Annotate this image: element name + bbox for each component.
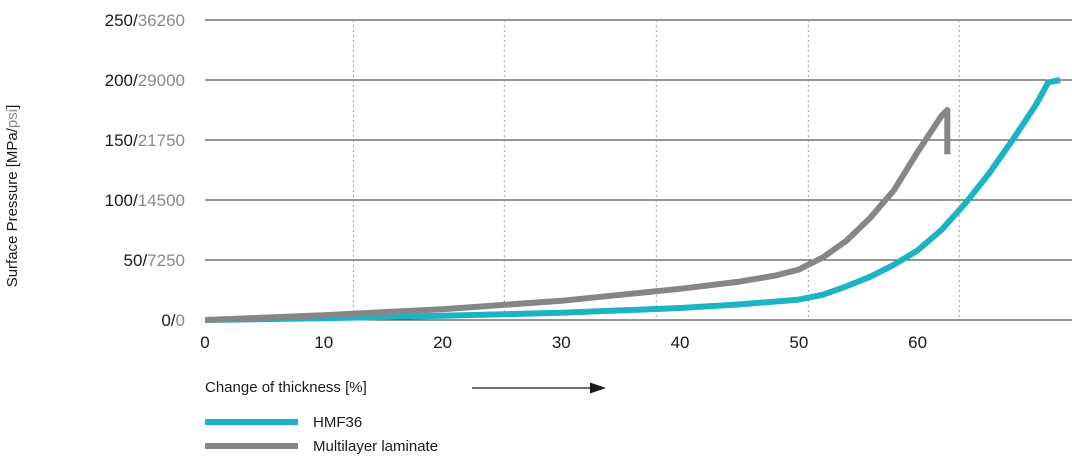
- y-tick-psi: 29000: [138, 71, 185, 90]
- y-axis-ticks: 0/0 50/7250 100/14500 150/21750 200/29000 250…: [105, 11, 185, 330]
- x-tick-label-2: 20: [433, 333, 452, 352]
- y-axis-label: Surface Pressure [MPa/psi]: [4, 105, 21, 288]
- y-tick-label-0: 0/0: [161, 311, 185, 330]
- series-line-multilayer-laminate: [204, 107, 951, 323]
- x-axis-ticks: 0 10 20 30 40 50 60: [200, 333, 927, 352]
- y-tick-psi: 7250: [147, 251, 185, 270]
- x-tick-label-4: 40: [671, 333, 690, 352]
- y-tick-mpa: 100/: [105, 191, 138, 210]
- y-tick-label-2: 100/14500: [105, 191, 185, 210]
- x-tick-label-1: 10: [314, 333, 333, 352]
- y-tick-psi: 0: [176, 311, 185, 330]
- y-tick-psi: 14500: [138, 191, 185, 210]
- legend-label-1: Multilayer laminate: [313, 438, 438, 455]
- y-tick-mpa: 250/: [105, 11, 138, 30]
- y-tick-psi: 36260: [138, 11, 185, 30]
- y-tick-mpa: 50/: [124, 251, 148, 270]
- x-axis-label: Change of thickness [%]: [205, 379, 367, 396]
- x-tick-label-0: 0: [200, 333, 209, 352]
- y-tick-label-1: 50/7250: [124, 251, 185, 270]
- gridlines: [205, 19, 1072, 321]
- y-tick-label-5: 250/36260: [105, 11, 185, 30]
- legend-label-0: HMF36: [313, 414, 362, 431]
- y-tick-mpa: 200/: [105, 71, 138, 90]
- y-tick-psi: 21750: [138, 131, 185, 150]
- x-tick-label-3: 30: [552, 333, 571, 352]
- x-tick-label-5: 50: [789, 333, 808, 352]
- legend: HMF36 Multilayer laminate: [205, 414, 438, 455]
- y-tick-label-4: 200/29000: [105, 71, 185, 90]
- y-tick-mpa: 0/: [161, 311, 175, 330]
- series-line-hmf36: [204, 77, 1061, 323]
- series-layer: [204, 77, 1061, 323]
- x-tick-label-6: 60: [908, 333, 927, 352]
- x-axis-arrow: [472, 382, 606, 394]
- y-tick-label-3: 150/21750: [105, 131, 185, 150]
- y-tick-mpa: 150/: [105, 131, 138, 150]
